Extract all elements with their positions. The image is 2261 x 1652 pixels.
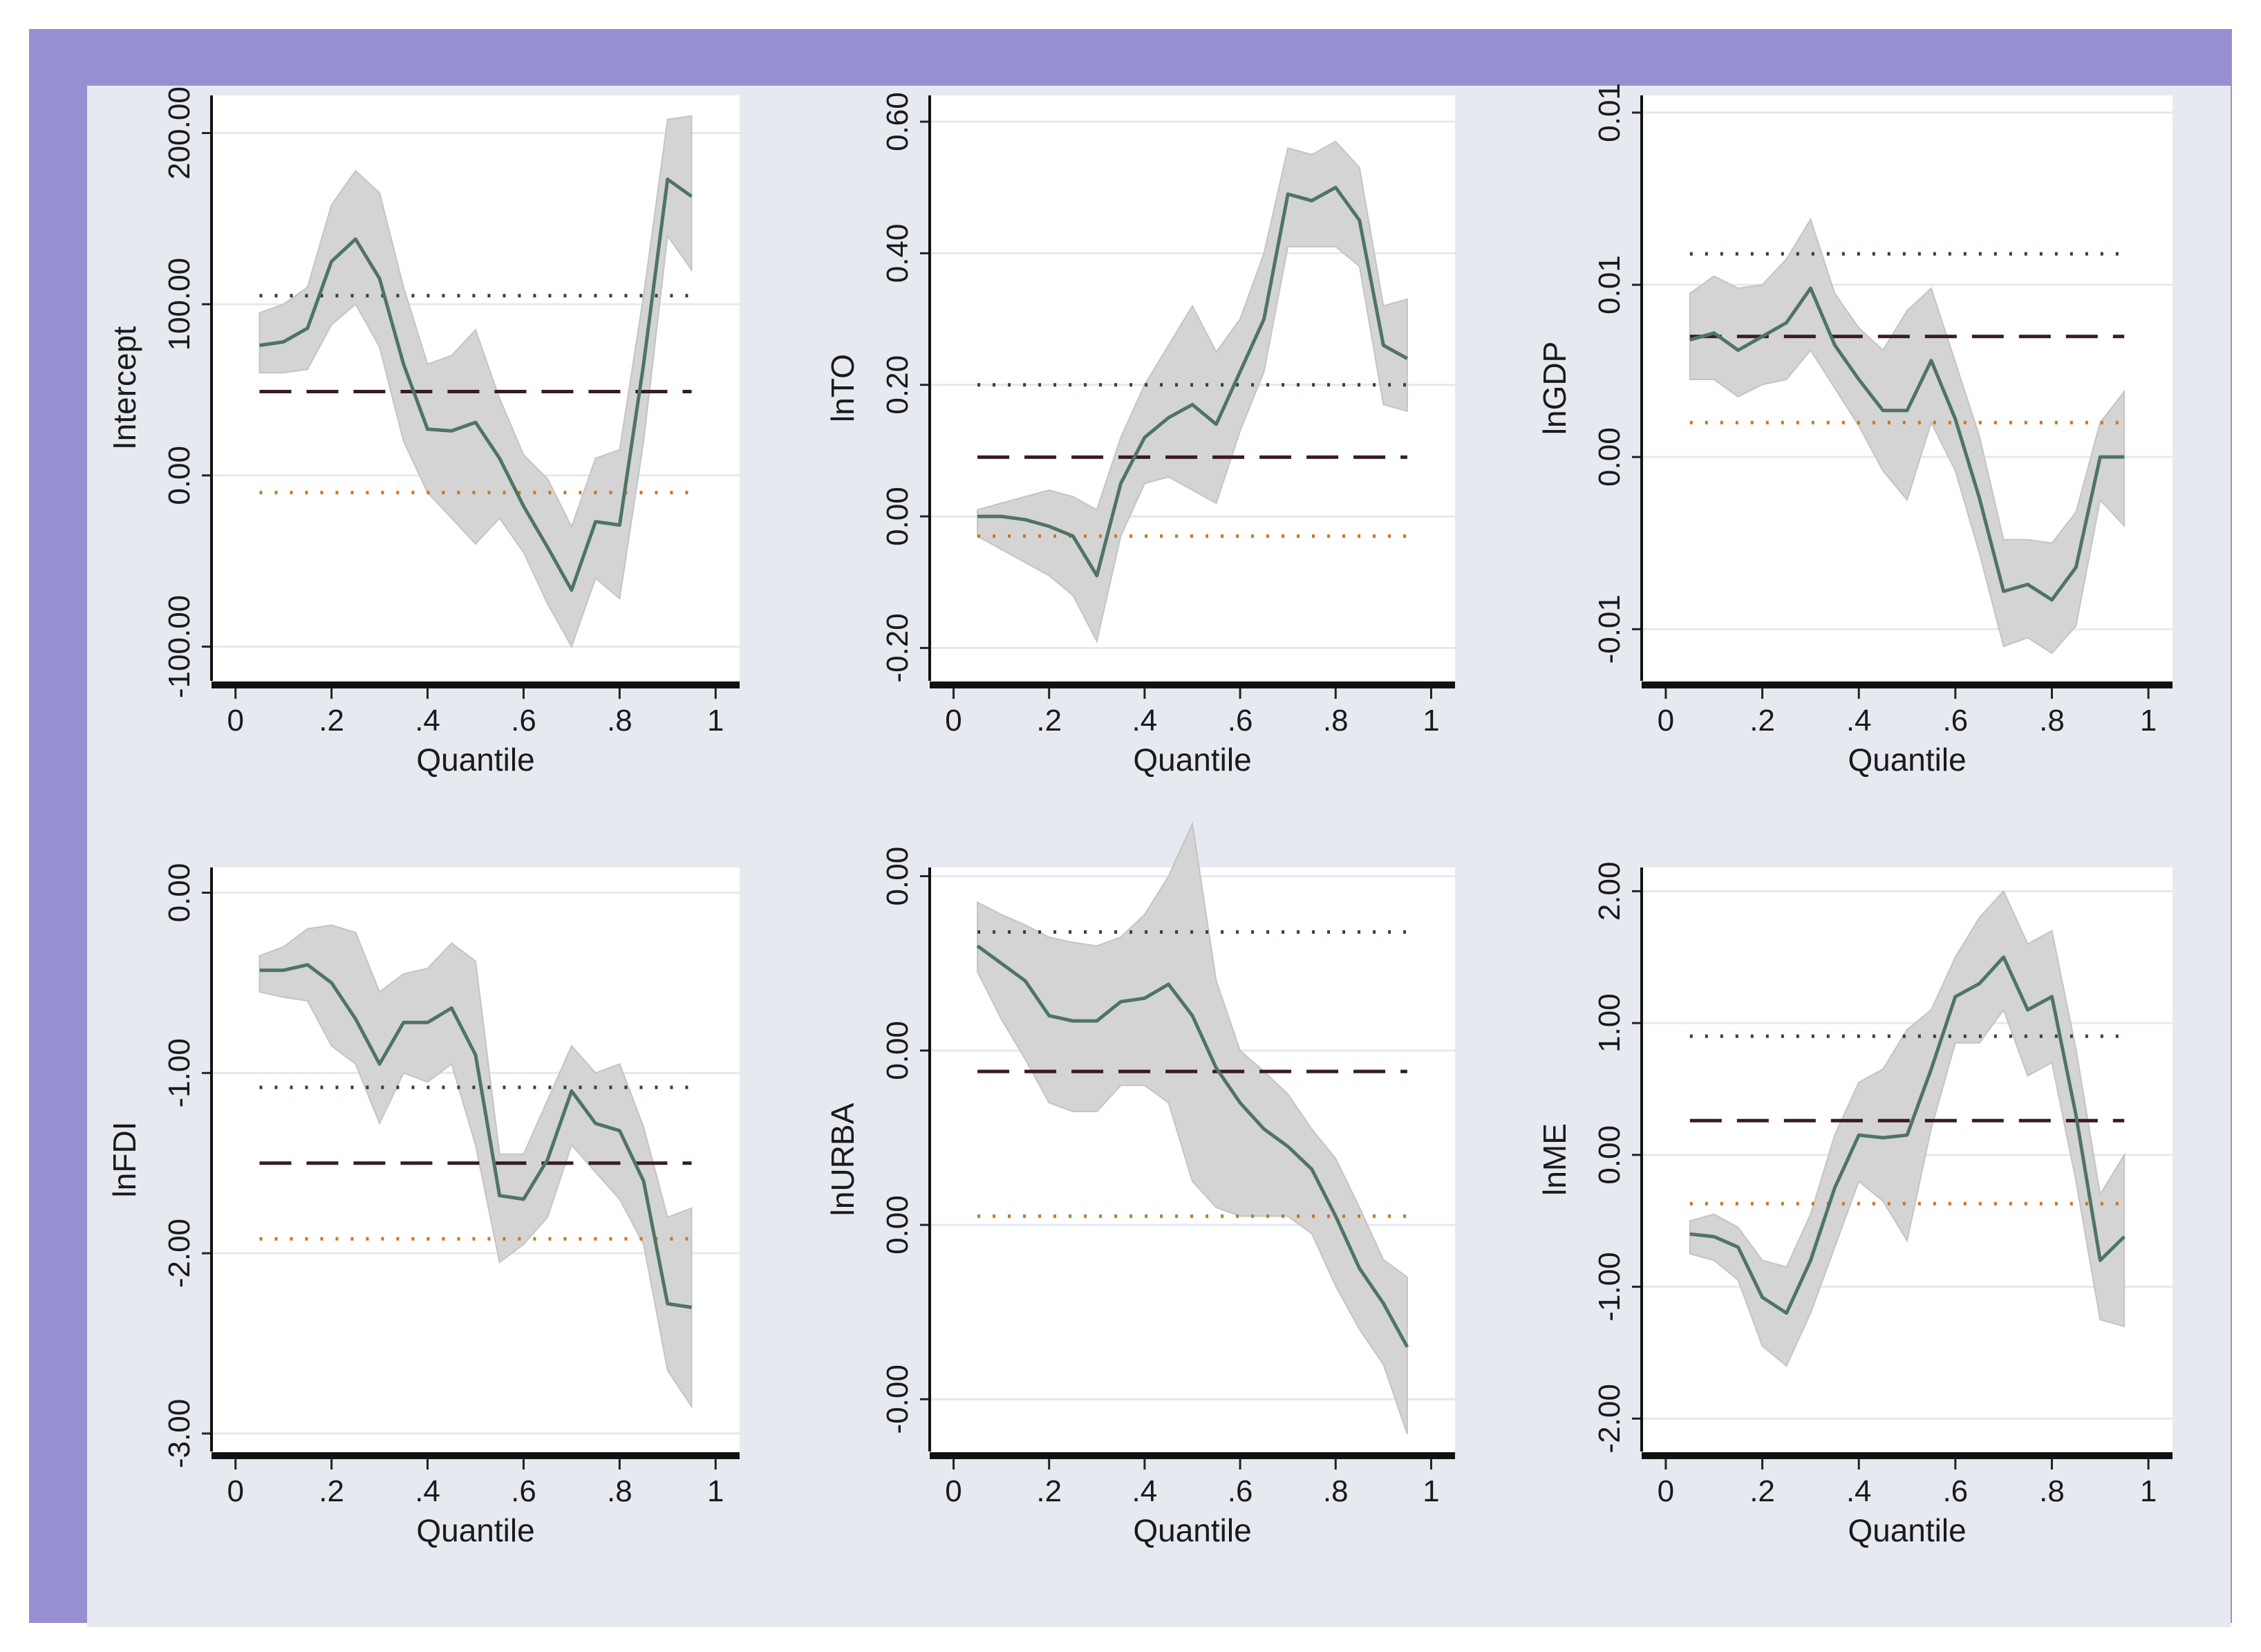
y-axis-title: lnME bbox=[1537, 1123, 1573, 1196]
y-tick-label: -100.00 bbox=[162, 595, 196, 698]
x-tick-label: .4 bbox=[1132, 704, 1158, 738]
confidence-band bbox=[977, 140, 1408, 644]
x-tick-label: 1 bbox=[1423, 704, 1439, 738]
y-tick-label: -3.00 bbox=[162, 1399, 196, 1468]
x-tick-label: .6 bbox=[1228, 1474, 1253, 1508]
x-axis-title: Quantile bbox=[1848, 1512, 1966, 1548]
y-axis-title: lnURBA bbox=[825, 1102, 861, 1216]
x-tick-label: .6 bbox=[1942, 704, 1968, 738]
confidence-band bbox=[259, 924, 693, 1409]
y-axis-title: lnFDI bbox=[106, 1122, 142, 1198]
x-tick-label: 1 bbox=[707, 704, 724, 738]
y-axis-title: lnTO bbox=[825, 354, 861, 422]
quantile-estimate-line bbox=[977, 185, 1409, 578]
x-tick-label: 0 bbox=[945, 704, 961, 738]
x-tick-label: .8 bbox=[1323, 1474, 1349, 1508]
y-tick-label: 0.20 bbox=[881, 355, 914, 415]
y-tick-label: -0.00 bbox=[881, 1364, 914, 1434]
y-tick-label: 0.00 bbox=[1593, 1125, 1626, 1185]
panel-lngdp: 0.01 0.01 0.00 -0.01 0 .2 .4 .6 .8 1 Quantile lnGDP bbox=[1537, 83, 2173, 778]
x-axis-title: Quantile bbox=[1133, 1512, 1251, 1548]
x-tick-label: 1 bbox=[1423, 1474, 1439, 1508]
x-tick-label: .6 bbox=[1228, 704, 1253, 738]
x-axis-title: Quantile bbox=[1133, 742, 1251, 778]
confidence-band bbox=[977, 821, 1408, 1435]
x-axis-title: Quantile bbox=[1848, 742, 1966, 778]
x-tick-label: .8 bbox=[2039, 704, 2065, 738]
quantile-estimate-line bbox=[976, 944, 1409, 1348]
quantile-estimate-line bbox=[1689, 286, 2125, 602]
y-tick-label: -0.20 bbox=[881, 613, 914, 682]
x-tick-label: .2 bbox=[319, 1474, 344, 1508]
y-tick-label: -1.00 bbox=[1593, 1252, 1626, 1321]
y-tick-label: 1.00 bbox=[1593, 993, 1626, 1053]
x-tick-label: .6 bbox=[1942, 1474, 1968, 1508]
y-tick-label: 0.00 bbox=[881, 1195, 914, 1255]
y-tick-label: 0.00 bbox=[162, 446, 196, 505]
y-tick-label: 0.01 bbox=[1593, 83, 1626, 142]
panel-intercept: 200.00 100.00 0.00 -100.00 0 .2 .4 .6 .8 1 Quantil… bbox=[106, 86, 740, 778]
y-tick-label: 0.00 bbox=[162, 863, 196, 923]
x-tick-label: 0 bbox=[1658, 1474, 1674, 1508]
x-tick-label: 1 bbox=[707, 1474, 724, 1508]
quantile-estimate-line bbox=[1689, 955, 2126, 1315]
x-tick-label: .2 bbox=[1036, 704, 1062, 738]
panel-lnurba: 0.00 0.00 0.00 -0.00 0 .2 .4 .6 .8 1 Quantile lnURB… bbox=[825, 821, 1455, 1548]
x-tick-label: .6 bbox=[511, 1474, 536, 1508]
y-tick-label: 0.60 bbox=[881, 92, 914, 151]
x-tick-label: .2 bbox=[1749, 704, 1775, 738]
x-tick-label: .8 bbox=[1323, 704, 1349, 738]
y-axis-title: Intercept bbox=[106, 326, 142, 450]
y-tick-label: -2.00 bbox=[162, 1219, 196, 1288]
x-tick-label: .4 bbox=[415, 1474, 440, 1508]
y-tick-label: 0.00 bbox=[1593, 427, 1626, 487]
x-tick-label: 0 bbox=[945, 1474, 961, 1508]
x-tick-label: .8 bbox=[607, 704, 632, 738]
x-axis-title: Quantile bbox=[416, 1512, 534, 1548]
x-tick-label: .4 bbox=[1132, 1474, 1158, 1508]
x-tick-label: .2 bbox=[319, 704, 344, 738]
y-axis-title: lnGDP bbox=[1537, 341, 1573, 435]
y-tick-label: 0.00 bbox=[881, 1021, 914, 1080]
x-tick-label: .6 bbox=[511, 704, 536, 738]
confidence-band bbox=[1689, 890, 2126, 1367]
x-tick-label: .4 bbox=[415, 704, 440, 738]
y-tick-label: 0.00 bbox=[881, 487, 914, 546]
y-tick-label: -2.00 bbox=[1593, 1384, 1626, 1453]
y-tick-label: 0.40 bbox=[881, 224, 914, 283]
confidence-band bbox=[1689, 218, 2126, 655]
y-tick-label: -1.00 bbox=[162, 1038, 196, 1107]
x-tick-label: .4 bbox=[1846, 704, 1872, 738]
x-tick-label: 0 bbox=[227, 704, 243, 738]
x-tick-label: 0 bbox=[1658, 704, 1674, 738]
y-tick-label: 0.00 bbox=[881, 847, 914, 906]
x-tick-label: .4 bbox=[1846, 1474, 1872, 1508]
quantile-estimate-line bbox=[259, 963, 692, 1309]
panel-lnto: 0.60 0.40 0.20 0.00 -0.20 0 .2 .4 .6 .8 1 Quantile l… bbox=[825, 92, 1455, 778]
x-tick-label: .2 bbox=[1036, 1474, 1062, 1508]
quantile-estimate-line bbox=[259, 177, 693, 592]
confidence-band bbox=[259, 115, 693, 648]
panel-lnfdi: 0.00 -1.00 -2.00 -3.00 0 .2 .4 .6 .8 1 Quantile lnF… bbox=[106, 863, 740, 1548]
x-axis-title: Quantile bbox=[416, 742, 534, 778]
x-tick-label: .8 bbox=[2039, 1474, 2065, 1508]
x-tick-label: .2 bbox=[1749, 1474, 1775, 1508]
panel-lnme: 2.00 1.00 0.00 -1.00 -2.00 0 .2 .4 .6 .8 1 Quantile… bbox=[1537, 862, 2173, 1548]
y-tick-label: 200.00 bbox=[162, 86, 196, 180]
x-tick-label: 1 bbox=[2140, 704, 2157, 738]
y-tick-label: 100.00 bbox=[162, 258, 196, 351]
x-tick-label: .8 bbox=[607, 1474, 632, 1508]
x-tick-label: 1 bbox=[2140, 1474, 2157, 1508]
x-tick-label: 0 bbox=[227, 1474, 243, 1508]
y-tick-label: 2.00 bbox=[1593, 862, 1626, 921]
y-tick-label: 0.01 bbox=[1593, 255, 1626, 315]
y-tick-label: -0.01 bbox=[1593, 594, 1626, 664]
